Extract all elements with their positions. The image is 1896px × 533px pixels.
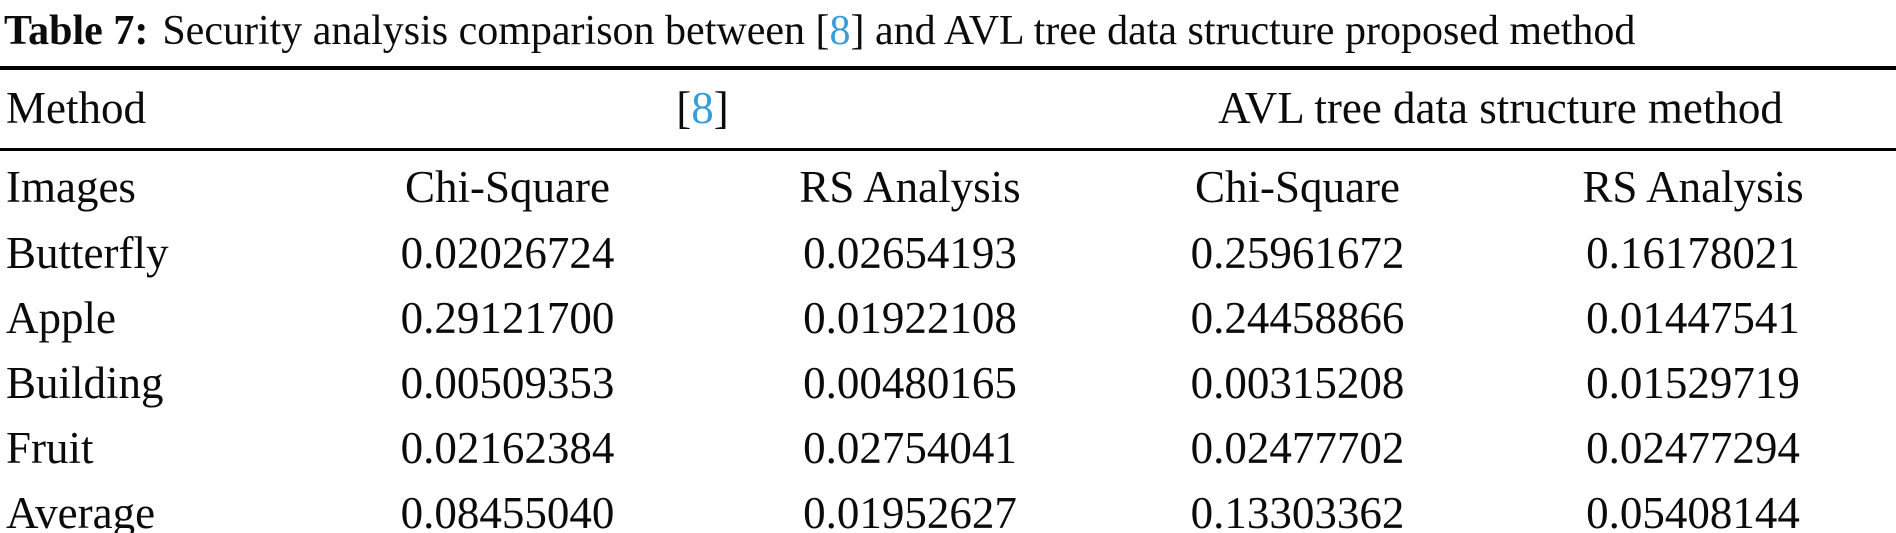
- table-row-apple: Apple 0.29121700 0.01922108 0.24458866 0…: [0, 286, 1896, 351]
- table-caption-text-before: Security analysis comparison between [: [162, 8, 830, 54]
- cell-value: 0.01447541: [1586, 293, 1800, 344]
- table-row-building: Building 0.00509353 0.00480165 0.0031520…: [0, 351, 1896, 416]
- row-label: Apple: [6, 293, 116, 344]
- bracket-close: ]: [713, 83, 729, 134]
- table-row-butterfly: Butterfly 0.02026724 0.02654193 0.259616…: [0, 221, 1896, 286]
- col-header-rs-analysis-1: RS Analysis: [799, 162, 1021, 213]
- column-header-row: Images Chi-Square RS Analysis Chi-Square…: [0, 150, 1896, 222]
- cell-value: 0.00315208: [1190, 358, 1405, 409]
- cell-value: 0.01922108: [803, 293, 1017, 344]
- row-label: Fruit: [6, 423, 94, 474]
- table-row-average: Average 0.08455040 0.01952627 0.13303362…: [0, 481, 1896, 533]
- cell-value: 0.01952627: [803, 488, 1017, 533]
- cell-value: 0.05408144: [1586, 488, 1800, 533]
- table-row-fruit: Fruit 0.02162384 0.02754041 0.02477702 0…: [0, 416, 1896, 481]
- citation-link-8[interactable]: 8: [829, 8, 851, 54]
- method-group-ref: [8]: [300, 68, 1105, 152]
- cell-value: 0.02477702: [1190, 423, 1405, 474]
- cell-value: 0.00480165: [803, 358, 1017, 409]
- cell-value: 0.01529719: [1586, 358, 1800, 409]
- security-analysis-table: Method [8] AVL tree data structure metho…: [0, 66, 1896, 533]
- col-header-images: Images: [6, 162, 136, 213]
- col-header-chi-square-1: Chi-Square: [405, 162, 610, 213]
- row-label: Building: [6, 358, 164, 409]
- col-header-chi-square-2: Chi-Square: [1195, 162, 1400, 213]
- cell-value: 0.08455040: [400, 488, 615, 533]
- row-label: Butterfly: [6, 228, 169, 279]
- row-label: Average: [6, 488, 156, 533]
- table-caption: Table 7: Security analysis comparison bet…: [0, 6, 1896, 56]
- bracket-open: [: [676, 83, 692, 134]
- cell-value: 0.25961672: [1190, 228, 1405, 279]
- table-caption-text-after: ] and AVL tree data structure proposed m…: [850, 8, 1636, 54]
- table-caption-label: Table 7:: [4, 8, 149, 54]
- col-header-rs-analysis-2: RS Analysis: [1582, 162, 1804, 213]
- cell-value: 0.02477294: [1586, 423, 1800, 474]
- cell-value: 0.00509353: [400, 358, 615, 409]
- cell-value: 0.16178021: [1586, 228, 1800, 279]
- method-group-avl: AVL tree data structure method: [1105, 68, 1896, 152]
- cell-value: 0.02026724: [400, 228, 615, 279]
- cell-value: 0.13303362: [1190, 488, 1405, 533]
- cell-value: 0.29121700: [400, 293, 615, 344]
- method-header-row: Method [8] AVL tree data structure metho…: [0, 68, 1896, 152]
- method-header-label: Method: [0, 68, 300, 152]
- cell-value: 0.02654193: [803, 228, 1017, 279]
- cell-value: 0.02162384: [400, 423, 615, 474]
- cell-value: 0.24458866: [1190, 293, 1405, 344]
- cell-value: 0.02754041: [803, 423, 1017, 474]
- citation-link-8-header[interactable]: 8: [691, 83, 714, 134]
